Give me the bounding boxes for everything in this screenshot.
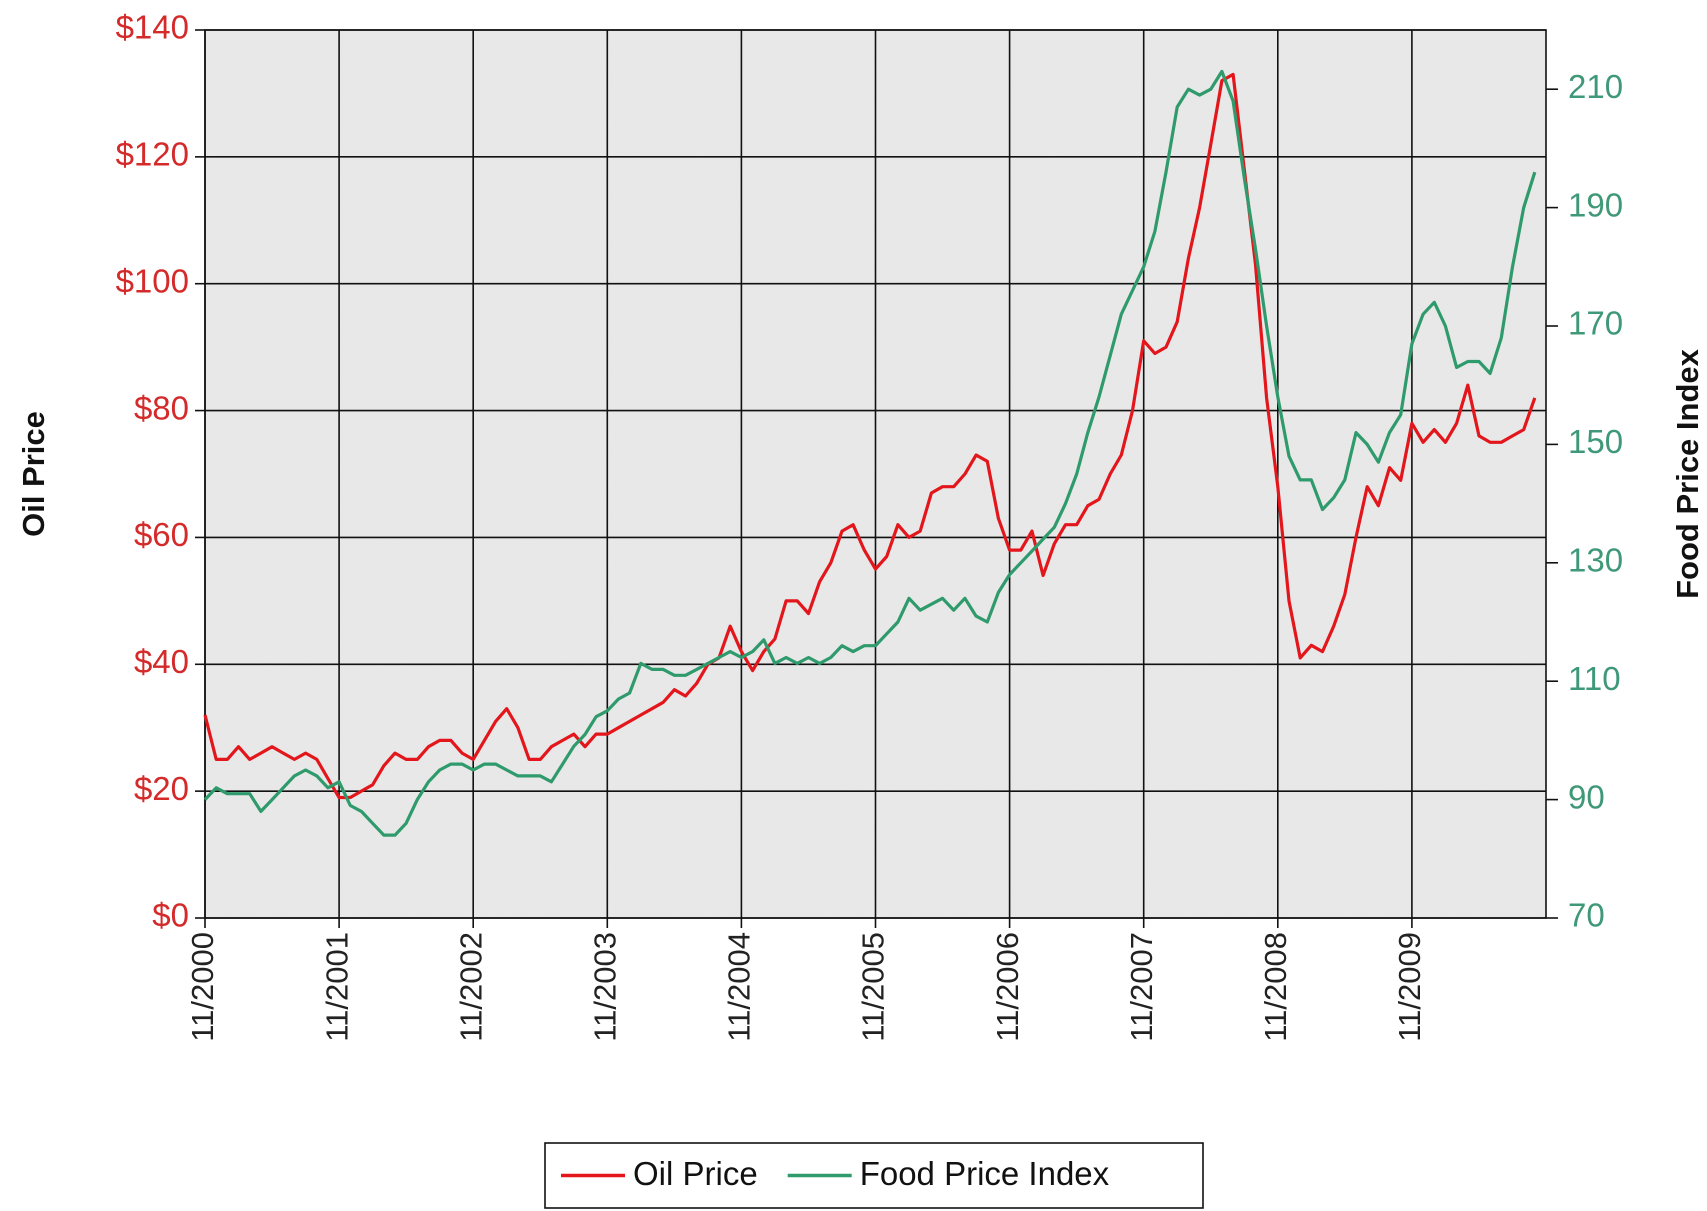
y2-tick-label: 170 (1568, 305, 1623, 342)
y-tick-label: $20 (134, 770, 189, 807)
y2-tick-label: 150 (1568, 423, 1623, 460)
x-tick-label: 11/2003 (587, 932, 622, 1042)
grid (204, 29, 1547, 919)
legend-label: Oil Price (633, 1155, 758, 1192)
y2-tick-label: 110 (1568, 660, 1621, 697)
y2-tick-label: 130 (1568, 542, 1623, 579)
lines (203, 69, 1537, 837)
x-tick-label: 11/2005 (856, 932, 891, 1042)
x-tick-label: 11/2007 (1124, 932, 1159, 1042)
y-tick-label: $100 (116, 262, 189, 299)
legend-box (544, 1142, 1204, 1209)
y2-tick-label: 90 (1568, 778, 1605, 815)
y-tick-label: $0 (152, 897, 189, 934)
y-tick-label: $40 (134, 643, 189, 680)
y-tick-label: $80 (134, 389, 189, 426)
x-tick-label: 11/2004 (722, 932, 757, 1042)
data-line (203, 72, 1537, 800)
y-tick-label: $60 (134, 516, 189, 553)
x-tick-label: 11/2001 (319, 932, 354, 1042)
x-tick-label: 11/2009 (1392, 932, 1427, 1042)
y-tick-label: $140 (116, 9, 189, 46)
y2-axis-title: Food Price Index (1670, 348, 1705, 599)
y-axis-title: Oil Price (16, 411, 51, 537)
y2-tick-label: 190 (1568, 186, 1623, 223)
y2-tick-label: 70 (1568, 897, 1605, 934)
x-tick-label: 11/2006 (990, 932, 1025, 1042)
legend-label: Food Price Index (860, 1155, 1110, 1192)
x-tick-label: 11/2000 (185, 932, 220, 1042)
data-line (203, 69, 1537, 837)
x-tick-label: 11/2002 (453, 932, 488, 1042)
y-tick-label: $120 (116, 136, 189, 173)
x-tick-label: 11/2008 (1258, 932, 1293, 1042)
y2-tick-label: 210 (1568, 68, 1623, 105)
